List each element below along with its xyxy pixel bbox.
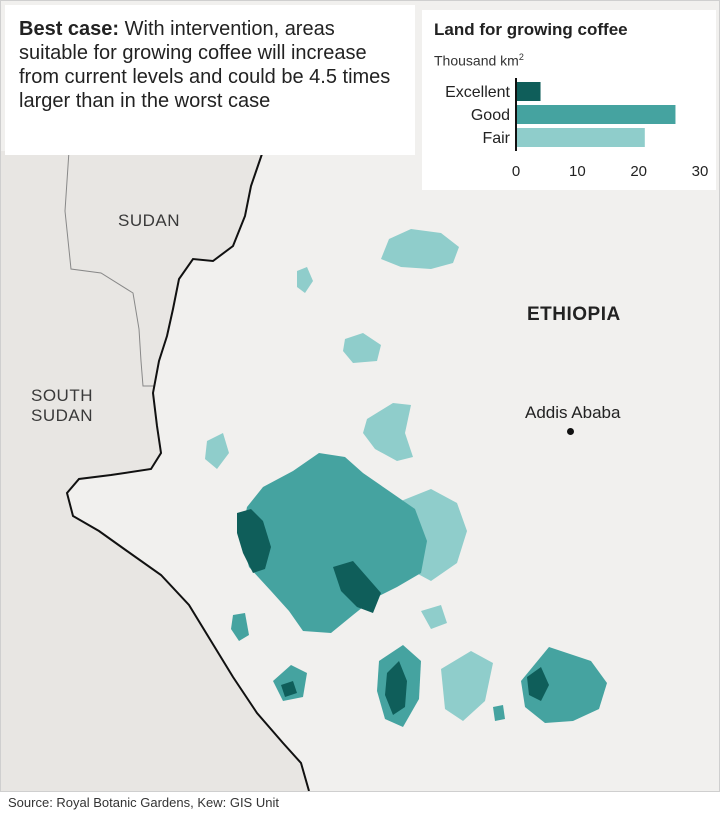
sudan-south-sudan-border [64, 150, 155, 387]
capital-marker-dot [567, 428, 574, 435]
excellent-area-south [385, 661, 407, 715]
chart-unit-superscript: 2 [518, 52, 524, 62]
bar-good [516, 105, 676, 124]
label-south-sudan: SOUTH SUDAN [31, 386, 93, 426]
headline-body: With intervention, areas suitable for gr… [19, 18, 391, 112]
label-sudan: SUDAN [118, 211, 181, 230]
fair-area-northwest [297, 267, 313, 293]
excellent-area-west [237, 509, 271, 573]
excellent-area-southwest [281, 681, 297, 697]
label-addis-ababa: Addis Ababa [525, 403, 621, 422]
x-tick-label: 0 [512, 163, 520, 180]
chart-unit-text: Thousand km [434, 52, 519, 69]
fair-area-north [381, 229, 459, 269]
x-tick-label: 30 [692, 163, 709, 180]
label-ethiopia: ETHIOPIA [527, 304, 621, 325]
x-tick-label: 20 [630, 163, 647, 180]
headline-lead: Best case: [19, 18, 120, 40]
ethiopia-border [65, 150, 310, 791]
fair-area-south-scatter [441, 651, 493, 721]
x-tick-label: 10 [569, 163, 586, 180]
chart-unit-label: Thousand km2 [434, 52, 524, 69]
label-south-sudan-line1: SOUTH [31, 386, 93, 405]
good-area-main [241, 453, 427, 633]
headline-text: Best case: With intervention, areas suit… [19, 17, 399, 113]
category-label-good: Good [471, 107, 510, 124]
fair-area-upper-central [363, 403, 413, 461]
map-canvas [1, 150, 607, 791]
headline-panel: Best case: With intervention, areas suit… [5, 5, 415, 155]
good-area-southwest-small [231, 613, 249, 641]
bar-excellent [516, 82, 541, 101]
neighbour-countries-area [1, 151, 309, 791]
source-credit: Source: Royal Botanic Gardens, Kew: GIS … [8, 795, 279, 810]
category-label-fair: Fair [482, 130, 510, 147]
good-area-small-east [493, 705, 505, 721]
good-area-southeast [521, 647, 607, 723]
label-south-sudan-line2: SUDAN [31, 406, 94, 425]
coffee-areas [205, 229, 607, 727]
excellent-area-southeast [527, 667, 549, 701]
chart-panel: Land for growing coffee Thousand km2 Exc… [422, 10, 716, 190]
fair-area-south-small [421, 605, 447, 629]
fair-area-central-small [343, 333, 381, 363]
excellent-area-central [333, 561, 381, 613]
map-frame: SUDAN SOUTH SUDAN ETHIOPIA Addis Ababa B… [0, 0, 720, 792]
chart-title: Land for growing coffee [434, 20, 628, 39]
category-label-excellent: Excellent [445, 84, 510, 101]
bar-fair [516, 128, 645, 147]
fair-area-west [205, 433, 229, 469]
